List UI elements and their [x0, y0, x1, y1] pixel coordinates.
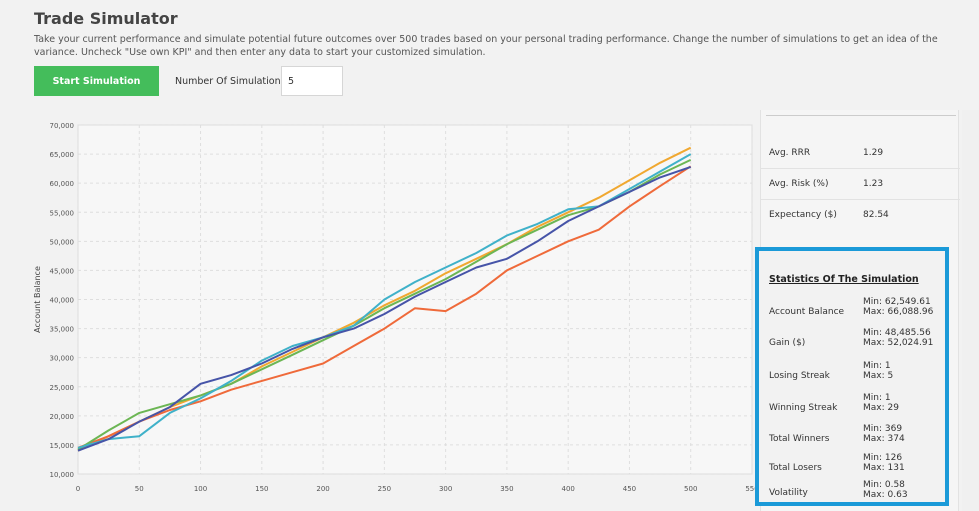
- kpi-panel-divider: [766, 115, 956, 116]
- stat-min: Min: 48,485.56: [863, 328, 931, 338]
- side-scrollbar[interactable]: [962, 110, 979, 511]
- stat-minmax: Min: 369 Max: 374: [863, 424, 905, 444]
- kpi-value: 1.23: [863, 179, 884, 189]
- y-tick-label: 15,000: [50, 442, 75, 450]
- stat-minmax: Min: 62,549.61 Max: 66,088.96: [863, 297, 933, 317]
- stat-min: Min: 1: [863, 393, 891, 403]
- x-tick-label: 50: [135, 485, 144, 493]
- kpi-separator: [761, 168, 960, 169]
- stat-label: Losing Streak: [769, 371, 830, 381]
- y-tick-label: 70,000: [50, 122, 75, 130]
- series-line-3: [77, 158, 692, 451]
- stat-label: Winning Streak: [769, 403, 838, 413]
- stat-min: Min: 0.58: [863, 480, 905, 490]
- page-description: Take your current performance and simula…: [34, 34, 938, 58]
- stat-min: Min: 62,549.61: [863, 297, 931, 307]
- x-tick-label: 0: [76, 485, 80, 493]
- y-axis-label: Account Balance: [33, 266, 42, 333]
- y-tick-label: 50,000: [50, 238, 75, 246]
- simulation-statistics-box: Statistics Of The Simulation Account Bal…: [755, 247, 949, 506]
- chart-svg: 10,000 15,000 20,000 25,000 30,000 35,000 40,0…: [33, 122, 756, 493]
- y-tick-label: 40,000: [50, 297, 75, 305]
- page-title: Trade Simulator: [34, 9, 178, 28]
- x-tick-label: 550: [745, 485, 756, 493]
- kpi-value: 82.54: [863, 210, 889, 220]
- simulation-chart: 10,000 15,000 20,000 25,000 30,000 35,000 40,0…: [30, 112, 756, 510]
- stat-label: Account Balance: [769, 307, 845, 317]
- x-tick-label: 100: [194, 485, 207, 493]
- x-tick-label: 400: [561, 485, 574, 493]
- stat-min: Min: 1: [863, 361, 891, 371]
- kpi-separator: [761, 199, 960, 200]
- num-simulations-label: Number Of Simulations: [175, 76, 286, 87]
- stat-max: Max: 52,024.91: [863, 338, 934, 348]
- kpi-label: Avg. RRR: [769, 148, 811, 158]
- kpi-label: Expectancy ($): [769, 210, 837, 220]
- x-tick-label: 250: [378, 485, 391, 493]
- x-tick-label: 150: [255, 485, 268, 493]
- kpi-value: 1.29: [863, 148, 884, 158]
- stat-minmax: Min: 0.58 Max: 0.63: [863, 480, 908, 500]
- series-line-4: [77, 153, 692, 449]
- stat-minmax: Min: 1 Max: 5: [863, 361, 893, 381]
- series-line-1: [77, 146, 692, 452]
- x-tick-label: 200: [316, 485, 329, 493]
- stat-min: Min: 126: [863, 453, 903, 463]
- stat-label: Total Losers: [769, 463, 822, 473]
- start-simulation-button[interactable]: Start Simulation: [34, 66, 159, 96]
- y-tick-label: 45,000: [50, 267, 75, 275]
- stat-label: Gain ($): [769, 338, 806, 348]
- y-tick-label: 30,000: [50, 355, 75, 363]
- x-tick-label: 350: [500, 485, 513, 493]
- y-tick-label: 25,000: [50, 384, 75, 392]
- y-tick-label: 60,000: [50, 180, 75, 188]
- y-tick-label: 55,000: [50, 209, 75, 217]
- stat-minmax: Min: 48,485.56 Max: 52,024.91: [863, 328, 933, 348]
- x-tick-label: 450: [623, 485, 636, 493]
- stat-max: Max: 374: [863, 434, 905, 444]
- x-tick-label: 500: [684, 485, 697, 493]
- stat-max: Max: 0.63: [863, 490, 908, 500]
- y-tick-label: 20,000: [50, 413, 75, 421]
- y-tick-label: 65,000: [50, 151, 75, 159]
- stat-label: Total Winners: [769, 434, 830, 444]
- x-tick-label: 300: [439, 485, 452, 493]
- series-line-5: [77, 165, 692, 452]
- kpi-label: Avg. Risk (%): [769, 179, 829, 189]
- y-tick-label: 35,000: [50, 326, 75, 334]
- stat-max: Max: 66,088.96: [863, 307, 934, 317]
- stat-max: Max: 5: [863, 371, 894, 381]
- num-simulations-input[interactable]: [281, 66, 343, 96]
- stat-max: Max: 29: [863, 403, 899, 413]
- stat-minmax: Min: 126 Max: 131: [863, 453, 905, 473]
- stat-min: Min: 369: [863, 424, 903, 434]
- stat-label: Volatility: [769, 488, 808, 498]
- statistics-title: Statistics Of The Simulation: [769, 274, 919, 285]
- stat-minmax: Min: 1 Max: 29: [863, 393, 899, 413]
- y-tick-label: 10,000: [50, 471, 75, 479]
- stat-max: Max: 131: [863, 463, 905, 473]
